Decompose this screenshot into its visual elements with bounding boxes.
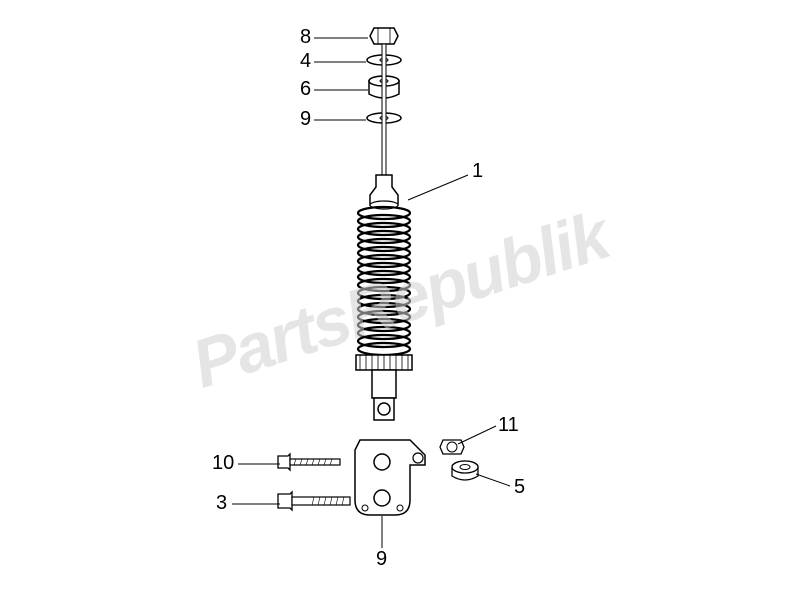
- callout-10: 10: [212, 452, 234, 475]
- callout-4: 4: [300, 50, 311, 73]
- callout-6: 6: [300, 78, 311, 101]
- callout-3: 3: [216, 492, 227, 515]
- callout-11: 11: [498, 414, 519, 437]
- callout-9: 9: [376, 548, 387, 571]
- callout-8: 9: [300, 108, 311, 131]
- diagram-container: 8 4 6 9 1 11 5 10 3 9 PartsRepublik: [0, 0, 800, 600]
- callout-1: 1: [472, 160, 483, 183]
- callout-5: 5: [514, 476, 525, 499]
- leader-lines: [0, 0, 800, 600]
- callout-7: 8: [300, 26, 311, 49]
